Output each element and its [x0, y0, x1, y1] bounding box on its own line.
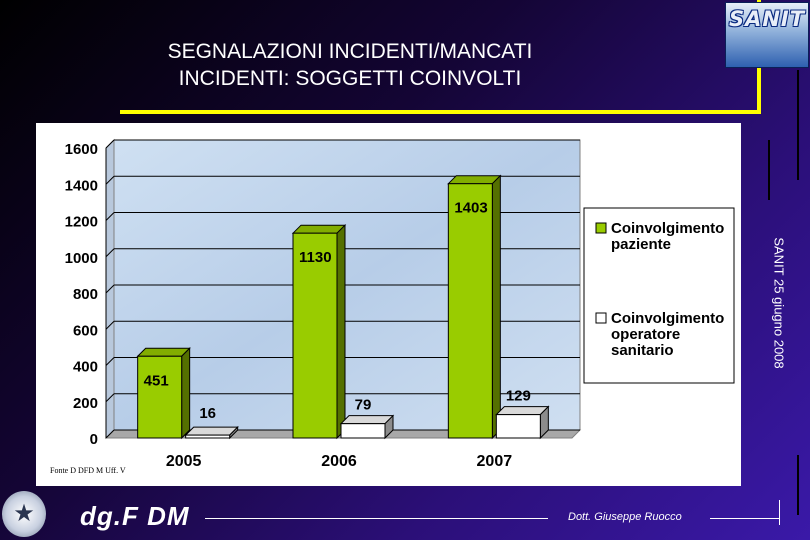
legend-swatch [595, 312, 607, 324]
legend-label: paziente [611, 236, 671, 253]
bar-operatore [495, 414, 541, 439]
data-label-operatore: 79 [355, 397, 372, 414]
y-tick-label: 1400 [65, 177, 98, 194]
bar-paziente [292, 232, 338, 439]
bar-operatore [185, 434, 231, 439]
decorative-line-3 [797, 455, 799, 515]
source-note: Fonte D DFD M Uff. V [50, 466, 126, 475]
bar-chart: 0 200 400 600 800 1000 1200 1400 1600 451 16 2005 11… [65, 138, 735, 470]
bar-paziente [137, 355, 183, 439]
legend-label: Coinvolgimento [611, 310, 724, 327]
gridline-depth [105, 429, 115, 439]
footer-rule-right [710, 518, 780, 519]
footer-rule-left [205, 518, 548, 519]
gridline-depth [105, 357, 115, 366]
sanit-logo-text: SANIT [728, 7, 806, 31]
slide-title: SEGNALAZIONI INCIDENTI/MANCATI INCIDENTI… [110, 38, 590, 92]
gridline-depth [105, 175, 115, 185]
bar-paziente-top [447, 175, 502, 185]
legend-label: operatore [611, 326, 680, 343]
data-label-operatore: 16 [199, 405, 216, 422]
slide-title-line-2: INCIDENTI: SOGGETTI COINVOLTI [178, 67, 522, 90]
decorative-line-1 [797, 70, 799, 180]
chart-panel: 0 200 400 600 800 1000 1200 1400 1600 451 16 2005 11… [36, 123, 741, 486]
bar-operatore-top [184, 426, 239, 436]
footer-rule-tick [779, 500, 780, 525]
y-tick-label: 1000 [65, 250, 98, 267]
title-underline [120, 110, 760, 114]
x-category-label: 2006 [321, 453, 357, 470]
republic-emblem: ★ [2, 491, 46, 537]
x-category-label: 2005 [166, 453, 202, 470]
brand-logo: dg.F DM [80, 501, 190, 531]
bar-operatore-top [339, 415, 395, 425]
bar-paziente-side [181, 347, 191, 440]
gridline-depth [105, 320, 115, 330]
y-tick-label: 800 [73, 286, 98, 303]
x-category-label: 2007 [477, 453, 513, 470]
legend-label: Coinvolgimento [611, 220, 724, 237]
slide-title-line-1: SEGNALAZIONI INCIDENTI/MANCATI [167, 40, 533, 63]
legend-label: sanitario [611, 342, 674, 359]
y-tick-label: 0 [90, 431, 98, 448]
event-date-label: SANIT 25 giugno 2008 [771, 237, 787, 369]
gridline-depth [105, 248, 115, 258]
data-label-paziente: 1403 [454, 200, 487, 217]
y-tick-label: 1200 [65, 214, 98, 231]
y-tick-label: 200 [73, 395, 98, 412]
bar-paziente-side [336, 223, 346, 440]
legend-box [583, 207, 735, 384]
bar-paziente-top [136, 347, 191, 357]
legend-swatch [595, 222, 607, 234]
decorative-line-2 [768, 140, 770, 200]
data-label-paziente: 451 [144, 372, 169, 389]
bar-operatore [340, 423, 386, 439]
gridline-depth [105, 212, 115, 221]
bar-operatore-top [495, 406, 550, 416]
gridline-depth [105, 284, 115, 294]
bar-paziente-top [291, 224, 347, 234]
y-tick-label: 600 [73, 322, 98, 339]
gridline-depth [105, 393, 115, 403]
bar-paziente-side [491, 174, 501, 440]
data-label-operatore: 129 [506, 388, 531, 405]
y-tick-label: 1600 [65, 141, 98, 158]
sanit-logo: SANIT [725, 2, 809, 68]
author-name: Dott. Giuseppe Ruocco [568, 511, 682, 523]
gridline-depth [105, 139, 115, 149]
y-tick-label: 400 [73, 359, 98, 376]
data-label-paziente: 1130 [299, 249, 332, 266]
bar-paziente [447, 183, 493, 439]
emblem-star-icon: ★ [13, 500, 35, 527]
